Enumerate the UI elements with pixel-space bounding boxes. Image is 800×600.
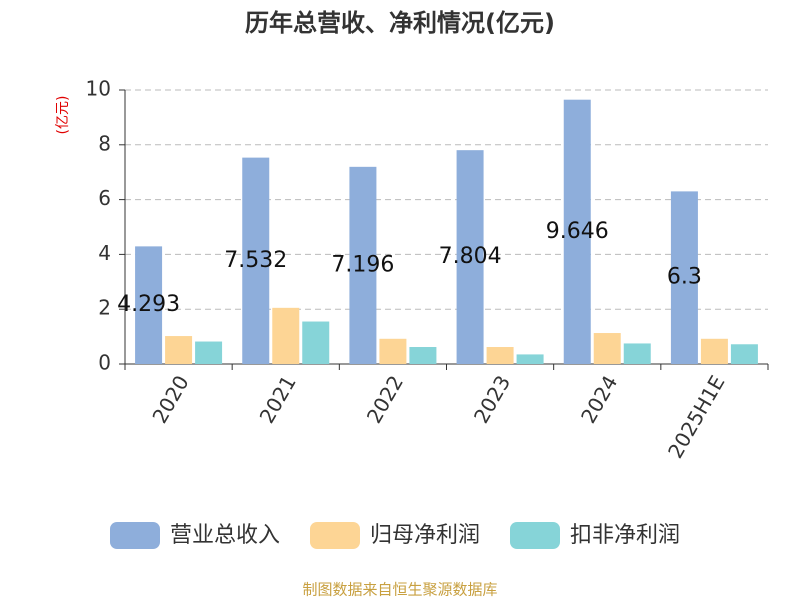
bar (486, 347, 514, 364)
bar (195, 341, 223, 364)
data-label: 7.804 (439, 244, 502, 269)
y-tick-label: 8 (98, 131, 111, 155)
bar (563, 99, 591, 365)
bar (700, 338, 728, 364)
y-tick-label: 0 (98, 351, 111, 375)
bar (593, 333, 621, 364)
bar (730, 344, 758, 364)
legend-label: 扣非净利润 (570, 523, 680, 548)
data-label: 9.646 (546, 219, 609, 244)
bar (670, 191, 698, 364)
bar (516, 354, 544, 364)
legend-swatch (310, 522, 360, 549)
y-tick-label: 6 (98, 186, 111, 210)
x-tick-label: 2022 (362, 371, 408, 427)
data-label: 7.532 (224, 248, 287, 273)
bar (302, 321, 330, 364)
bar (349, 166, 377, 364)
source-note: 制图数据来自恒生聚源数据库 (302, 581, 497, 599)
data-label: 4.293 (117, 292, 180, 317)
chart-title: 历年总营收、净利情况(亿元) (245, 9, 555, 37)
legend-swatch (110, 522, 160, 549)
x-tick-label: 2024 (576, 371, 622, 427)
data-label: 6.3 (667, 265, 702, 290)
legend-label: 归母净利润 (370, 523, 480, 548)
bar (272, 307, 300, 364)
bar (623, 343, 651, 364)
bar (409, 347, 437, 364)
y-tick-label: 4 (98, 241, 111, 265)
bar (135, 246, 163, 364)
y-axis-label: (亿元) (55, 96, 71, 135)
x-tick-label: 2023 (469, 371, 515, 427)
data-label: 7.196 (331, 252, 394, 277)
legend-label: 营业总收入 (170, 523, 280, 548)
x-tick-label: 2020 (147, 371, 193, 427)
x-tick-label: 2021 (255, 371, 301, 427)
bar (242, 157, 270, 364)
x-tick-label: 2025H1E (663, 371, 729, 462)
bar (379, 338, 407, 364)
bar (456, 150, 484, 364)
bar (165, 336, 193, 364)
legend-swatch (510, 522, 560, 549)
y-tick-label: 2 (98, 296, 111, 320)
y-tick-label: 10 (86, 77, 111, 101)
